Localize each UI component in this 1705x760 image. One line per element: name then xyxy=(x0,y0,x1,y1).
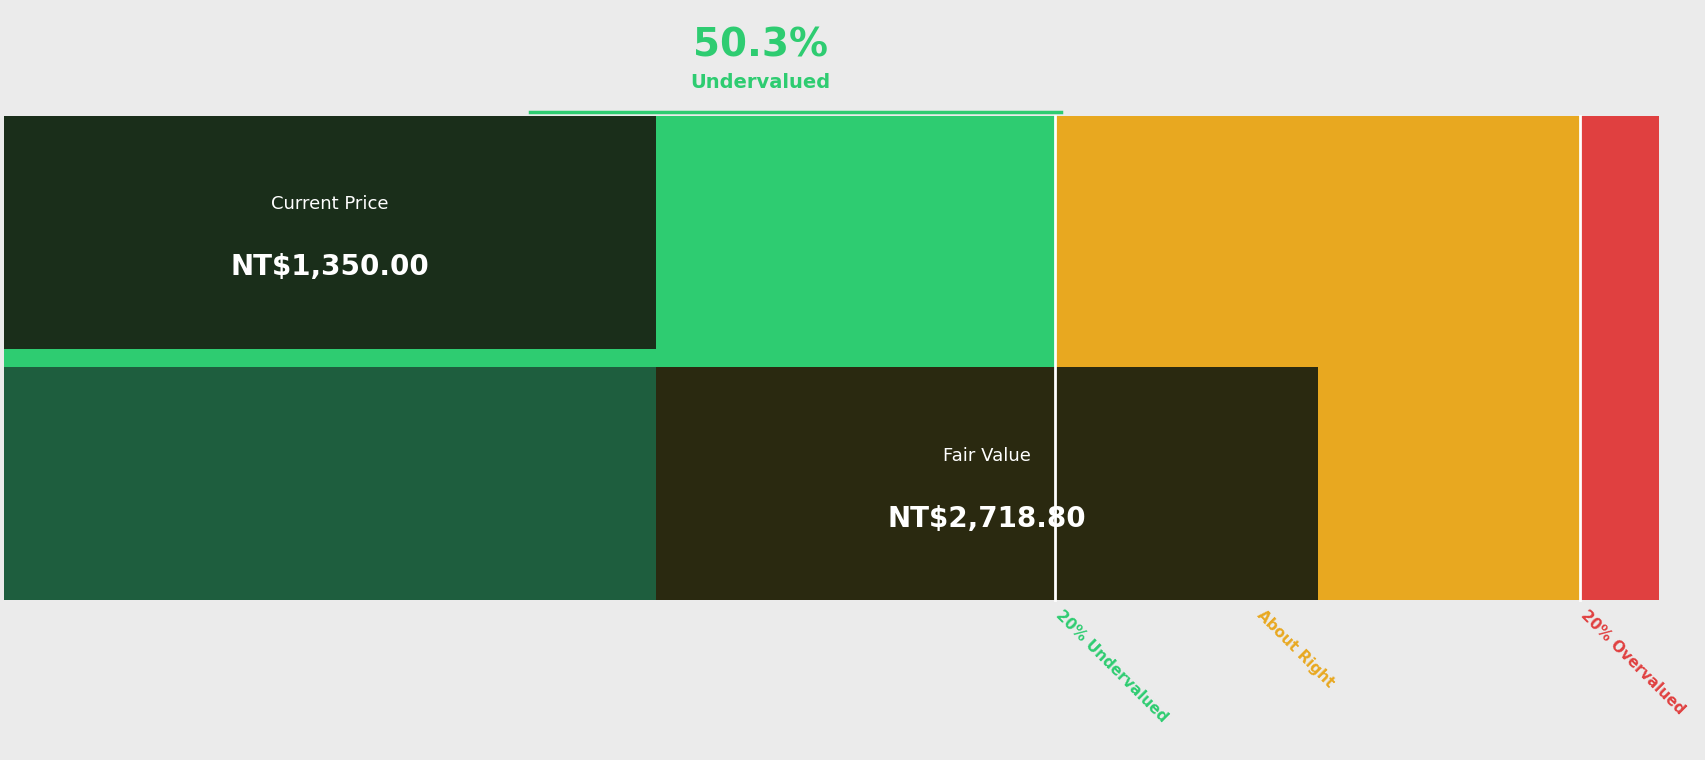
FancyBboxPatch shape xyxy=(3,116,656,349)
FancyBboxPatch shape xyxy=(656,368,1316,600)
Text: Fair Value: Fair Value xyxy=(943,447,1030,465)
Text: About Right: About Right xyxy=(1253,608,1337,691)
Text: 20% Overvalued: 20% Overvalued xyxy=(1577,608,1686,717)
Bar xyxy=(1054,116,1579,600)
Bar xyxy=(1579,116,1657,600)
Text: Undervalued: Undervalued xyxy=(691,73,830,92)
Bar xyxy=(3,116,656,349)
Text: NT$1,350.00: NT$1,350.00 xyxy=(230,253,430,281)
Text: 20% Undervalued: 20% Undervalued xyxy=(1052,608,1170,725)
Text: 50.3%: 50.3% xyxy=(692,26,827,64)
Text: NT$2,718.80: NT$2,718.80 xyxy=(887,505,1086,533)
Bar xyxy=(3,116,1054,600)
Text: Current Price: Current Price xyxy=(271,195,389,214)
Bar xyxy=(3,368,1316,600)
